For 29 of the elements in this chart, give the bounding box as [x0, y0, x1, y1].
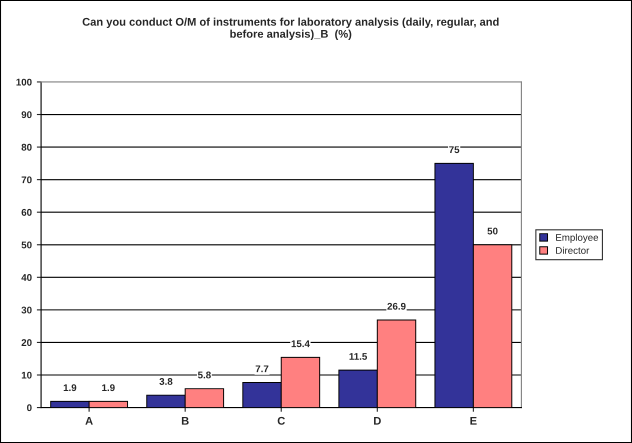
- data-label: 50: [487, 228, 498, 235]
- y-tick-label: 70: [22, 176, 32, 184]
- y-tick-label: 40: [21, 274, 32, 281]
- data-label: 7.7: [256, 365, 268, 372]
- y-tick-label: 60: [22, 208, 32, 216]
- x-tick-label: D: [374, 416, 381, 425]
- y-tick-label: 20: [22, 339, 32, 346]
- x-tick-label: E: [470, 416, 477, 425]
- data-label: 3.8: [159, 378, 172, 385]
- y-tick-label: 100: [16, 78, 32, 86]
- y-tick-label: 90: [22, 111, 32, 118]
- data-label: 15.4: [292, 340, 310, 348]
- chart-title: Can you conduct O/M of instruments for laboratory analysis (daily, regular, and before analysis)_B (%): [82, 18, 499, 40]
- data-label: 1.9: [102, 384, 115, 392]
- data-label: 26.9: [387, 302, 406, 310]
- y-tick-label: 50: [22, 241, 32, 248]
- data-label: 1.9: [64, 384, 76, 392]
- data-label: 5.8: [198, 372, 211, 378]
- data-label: 75: [449, 146, 460, 154]
- x-tick-label: A: [85, 416, 93, 425]
- y-tick-label: 0: [27, 404, 32, 412]
- y-tick-label: 30: [21, 306, 32, 314]
- legend-label: Employee: [556, 234, 598, 243]
- x-tick-label: B: [182, 416, 189, 425]
- legend-label: Director: [556, 246, 590, 254]
- y-tick-label: 10: [22, 372, 32, 379]
- y-tick-label: 80: [22, 144, 32, 151]
- data-label: 11.5: [350, 353, 368, 360]
- x-tick-label: C: [278, 416, 285, 425]
